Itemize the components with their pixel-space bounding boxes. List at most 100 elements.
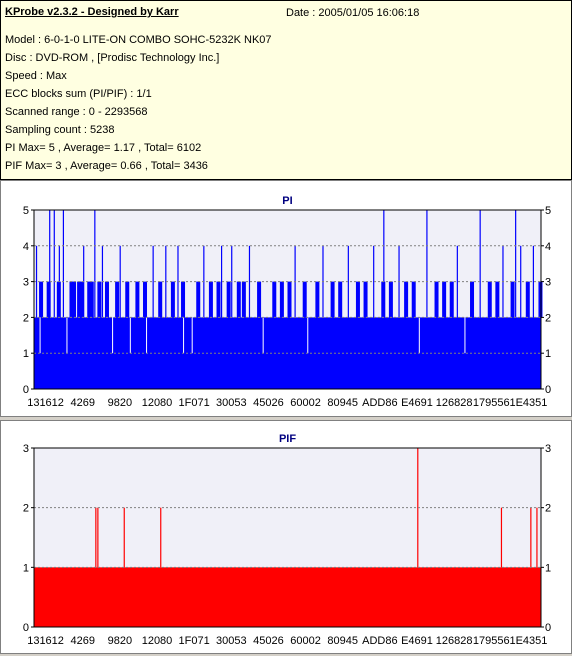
pi-xtick: 45026 bbox=[253, 397, 284, 409]
pif-xtick: E4691 bbox=[401, 635, 433, 647]
pi-chart: 0 0 1 1 2 2 3 3 4 4 5 5 131612 4269 9820 12080 1F071 3005… bbox=[23, 195, 551, 409]
info-range: Scanned range : 0 - 2293568 bbox=[5, 106, 148, 118]
pi-bar-cluster bbox=[411, 281, 416, 318]
pif-ytick-right: 2 bbox=[545, 503, 551, 515]
pi-bar-cluster bbox=[236, 281, 241, 318]
pi-xtick: 1E4351 bbox=[509, 397, 547, 409]
scan-date: Date : 2005/01/05 16:06:18 bbox=[286, 7, 420, 19]
pi-bar-cluster bbox=[279, 281, 284, 318]
pi-bar-cluster bbox=[135, 281, 140, 318]
pi-ytick-left: 5 bbox=[23, 205, 29, 217]
pi-bar-cluster bbox=[470, 281, 475, 318]
pi-bar-cluster bbox=[355, 281, 360, 318]
info-ecc: ECC blocks sum (PI/PIF) : 1/1 bbox=[5, 88, 152, 100]
pi-ytick-right: 2 bbox=[545, 312, 551, 324]
pif-base-fill bbox=[34, 567, 541, 627]
pif-ytick-right: 3 bbox=[545, 443, 551, 455]
pi-bar-cluster bbox=[226, 281, 231, 318]
pi-xtick: 9820 bbox=[108, 397, 132, 409]
pi-ytick-left: 2 bbox=[23, 312, 29, 324]
pi-xtick: E4691 bbox=[401, 397, 433, 409]
pif-chart-panel: 0 0 1 1 2 2 3 3 131612 4269 9820 12080 1F071 30053 450… bbox=[0, 420, 572, 654]
pif-xtick: 4269 bbox=[70, 635, 94, 647]
pi-bar-cluster bbox=[257, 281, 262, 318]
info-panel: KProbe v2.3.2 - Designed by Karr Date : … bbox=[0, 0, 572, 180]
pi-bar-cluster bbox=[170, 281, 175, 318]
pi-ytick-left: 0 bbox=[23, 384, 29, 396]
pi-bar-cluster bbox=[363, 281, 368, 318]
pi-xtick: 126828 bbox=[436, 397, 473, 409]
info-sampling: Sampling count : 5238 bbox=[5, 124, 115, 136]
pi-bar-cluster bbox=[87, 281, 92, 318]
pi-bar-cluster bbox=[39, 281, 44, 318]
pi-xtick: 80945 bbox=[327, 397, 358, 409]
pif-frame bbox=[33, 447, 542, 628]
pi-bar-cluster bbox=[442, 281, 447, 318]
info-model: Model : 6-0-1-0 LITE-ON COMBO SOHC-5232K… bbox=[5, 34, 272, 46]
pi-ytick-left: 1 bbox=[23, 348, 29, 360]
pi-bar-cluster bbox=[46, 281, 51, 318]
pi-xtick: 12080 bbox=[142, 397, 173, 409]
pi-bar-cluster bbox=[330, 281, 335, 318]
pi-xtick: 30053 bbox=[216, 397, 247, 409]
pi-bar-cluster bbox=[181, 281, 186, 318]
pi-bar-cluster bbox=[495, 281, 500, 318]
pif-xtick: 45026 bbox=[253, 635, 284, 647]
pif-ytick-right: 0 bbox=[545, 622, 551, 634]
pif-ytick-left: 2 bbox=[23, 503, 29, 515]
pi-bar-cluster bbox=[525, 281, 530, 318]
pi-ytick-right: 5 bbox=[545, 205, 551, 217]
pi-bar-cluster bbox=[315, 281, 320, 318]
info-disc: Disc : DVD-ROM , [Prodisc Technology Inc… bbox=[5, 52, 220, 64]
pif-chart: 0 0 1 1 2 2 3 3 131612 4269 9820 12080 1F071 30053 450… bbox=[23, 433, 551, 647]
pi-bar-cluster bbox=[115, 281, 120, 318]
pi-bar-cluster bbox=[77, 281, 82, 318]
pi-bar-cluster bbox=[302, 281, 307, 318]
pi-bar-cluster bbox=[143, 281, 148, 318]
pi-bar-cluster bbox=[97, 281, 102, 318]
pif-ytick-right: 1 bbox=[545, 562, 551, 574]
pi-ytick-right: 1 bbox=[545, 348, 551, 360]
pi-bar-cluster bbox=[158, 281, 163, 318]
pi-xtick: 4269 bbox=[70, 397, 94, 409]
pi-bar-cluster bbox=[449, 281, 454, 318]
pif-ytick-left: 3 bbox=[23, 443, 29, 455]
pi-ytick-right: 4 bbox=[545, 241, 551, 253]
pi-bar-cluster bbox=[287, 281, 292, 318]
pi-bar-cluster bbox=[388, 281, 393, 318]
pif-ytick-left: 0 bbox=[23, 622, 29, 634]
pif-xtick: 179556 bbox=[473, 635, 510, 647]
pi-ytick-right: 0 bbox=[545, 384, 551, 396]
pif-xtick: 12080 bbox=[142, 635, 173, 647]
pi-bar-cluster bbox=[241, 281, 246, 318]
pi-xtick: 1F071 bbox=[179, 397, 210, 409]
pif-xtick: 80945 bbox=[327, 635, 358, 647]
pif-xtick: 9820 bbox=[108, 635, 132, 647]
pi-ytick-left: 4 bbox=[23, 241, 29, 253]
info-speed: Speed : Max bbox=[5, 70, 67, 82]
pif-xtick: 131612 bbox=[27, 635, 64, 647]
pi-xtick: 131612 bbox=[27, 397, 64, 409]
pi-bar-cluster bbox=[338, 281, 343, 318]
pi-chart-title: PI bbox=[282, 195, 292, 207]
pi-bar-cluster bbox=[125, 281, 130, 318]
pif-xtick: 60002 bbox=[290, 635, 321, 647]
pi-bar-cluster bbox=[434, 281, 439, 318]
pif-xtick: 1F071 bbox=[179, 635, 210, 647]
pi-ytick-right: 3 bbox=[545, 277, 551, 289]
pif-xtick: 1E4351 bbox=[509, 635, 547, 647]
pi-frame bbox=[33, 209, 542, 390]
pi-ytick-left: 3 bbox=[23, 277, 29, 289]
pif-xtick: 30053 bbox=[216, 635, 247, 647]
pi-bar-cluster bbox=[79, 281, 84, 318]
info-pif-stats: PIF Max= 3 , Average= 0.66 , Total= 3436 bbox=[5, 160, 208, 172]
pif-xtick: ADD86 bbox=[362, 635, 397, 647]
pif-chart-title: PIF bbox=[279, 433, 296, 445]
pi-bar-cluster bbox=[538, 281, 543, 318]
pi-bar-cluster bbox=[196, 281, 201, 318]
info-pi-stats: PI Max= 5 , Average= 1.17 , Total= 6102 bbox=[5, 142, 202, 154]
pi-xtick: 179556 bbox=[473, 397, 510, 409]
pi-bar-cluster bbox=[404, 281, 409, 318]
pif-xtick: 126828 bbox=[436, 635, 473, 647]
pi-bar-cluster bbox=[104, 281, 109, 318]
